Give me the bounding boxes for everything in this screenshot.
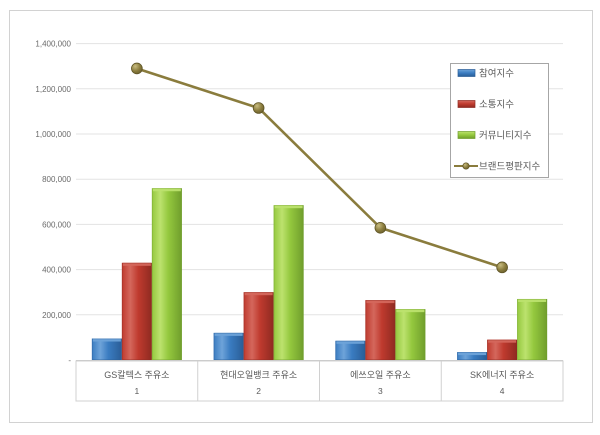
bar xyxy=(243,292,274,360)
bar xyxy=(487,339,518,360)
bar xyxy=(91,338,122,360)
bar xyxy=(457,352,488,360)
bar-outline xyxy=(365,300,396,361)
category-number: 2 xyxy=(256,386,261,396)
bar-top-bevel xyxy=(458,352,487,356)
bar-top-bevel xyxy=(152,188,181,192)
bar-top-bevel xyxy=(122,262,151,266)
bar-top-bevel xyxy=(244,292,273,296)
category-label: 현대오일뱅크 주유소 xyxy=(220,370,297,380)
y-axis-label: 1,000,000 xyxy=(35,130,71,139)
reputation-marker xyxy=(131,62,143,75)
reputation-line xyxy=(136,67,503,269)
bar-top-bevel xyxy=(336,340,365,344)
legend-box xyxy=(450,63,549,178)
bar-outline xyxy=(395,309,426,360)
bar-outline xyxy=(243,292,274,361)
bar-top-bevel xyxy=(518,298,547,302)
bar xyxy=(395,309,426,360)
y-axis-label: 1,400,000 xyxy=(35,40,71,49)
bar xyxy=(335,340,366,360)
bar xyxy=(517,298,548,360)
bar xyxy=(151,188,182,360)
category-number: 4 xyxy=(500,386,505,396)
category-label: SK에너지 주유소 xyxy=(470,370,534,380)
bar-outline xyxy=(213,332,244,360)
bar-top-bevel xyxy=(274,205,303,209)
reputation-marker xyxy=(496,261,508,274)
category-number: 3 xyxy=(378,386,383,396)
bar xyxy=(273,205,304,360)
legend-swatch xyxy=(457,100,476,108)
bar-top-bevel xyxy=(214,332,243,336)
y-axis-label: 1,200,000 xyxy=(35,85,71,94)
bar-top-bevel xyxy=(488,339,517,343)
bar-outline xyxy=(151,188,182,361)
bar xyxy=(213,332,244,360)
bar-top-bevel xyxy=(366,300,395,304)
bar-outline xyxy=(273,205,304,360)
bar-top-bevel xyxy=(92,338,121,342)
bar-outline xyxy=(517,298,548,361)
legend-marker-swatch xyxy=(462,162,470,170)
bar-outline xyxy=(487,339,518,360)
bar xyxy=(365,300,396,360)
legend-label: 커뮤니티지수 xyxy=(479,131,532,142)
category-label: GS칼텍스 주유소 xyxy=(104,370,169,380)
legend-label: 참여지수 xyxy=(479,68,514,80)
bar-outline xyxy=(91,338,122,360)
y-axis-label: 400,000 xyxy=(42,266,71,275)
y-axis-label: - xyxy=(68,356,71,365)
legend-swatch xyxy=(457,131,476,139)
reputation-marker xyxy=(252,102,265,114)
bar xyxy=(121,262,152,360)
bar-outline xyxy=(121,262,152,360)
bar-outline xyxy=(335,340,366,361)
legend-label: 브랜드평판지수 xyxy=(479,162,540,173)
category-number: 1 xyxy=(135,386,140,396)
y-axis-label: 800,000 xyxy=(42,175,71,184)
y-axis-label: 200,000 xyxy=(42,311,71,320)
bar-top-bevel xyxy=(396,309,425,313)
legend-swatch xyxy=(457,69,476,77)
bar-outline xyxy=(457,352,488,360)
y-axis-label: 600,000 xyxy=(42,220,71,229)
legend-label: 소통지수 xyxy=(479,100,514,111)
category-label: 에쓰오일 주유소 xyxy=(350,370,410,380)
reputation-marker xyxy=(374,221,387,234)
